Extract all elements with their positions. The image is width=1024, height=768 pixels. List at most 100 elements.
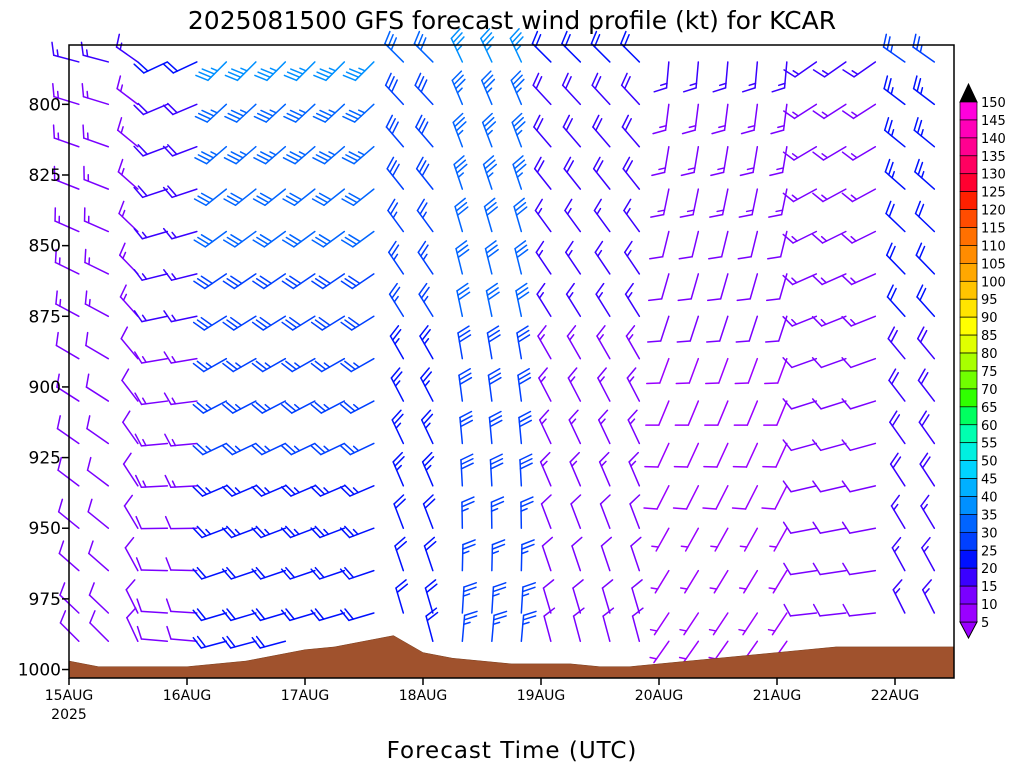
wind-barb-full bbox=[706, 340, 721, 343]
wind-barb-full bbox=[890, 494, 900, 507]
colorbar-swatch bbox=[959, 137, 978, 157]
wind-barb-staff bbox=[775, 442, 788, 468]
y-tick-label: 950 bbox=[29, 519, 61, 539]
colorbar-label: 135 bbox=[981, 150, 1006, 165]
wind-barb bbox=[538, 367, 552, 402]
wind-barb-full bbox=[883, 117, 890, 131]
wind-barb-full bbox=[289, 275, 302, 285]
wind-barb-full bbox=[122, 410, 131, 423]
wind-barb-full bbox=[712, 87, 727, 93]
wind-barb-full bbox=[286, 154, 300, 162]
wind-barb bbox=[388, 240, 405, 275]
wind-barb-half bbox=[820, 277, 827, 284]
wind-barb-full bbox=[596, 325, 606, 337]
wind-barb-half bbox=[923, 545, 929, 553]
wind-barb-full bbox=[454, 159, 467, 170]
wind-barb-half bbox=[323, 487, 330, 494]
wind-barb-full bbox=[921, 579, 933, 591]
wind-barb bbox=[534, 198, 552, 233]
wind-barb-full bbox=[122, 452, 132, 465]
wind-barb bbox=[88, 582, 110, 614]
wind-barb bbox=[52, 124, 80, 148]
wind-barb-half bbox=[748, 82, 757, 87]
wind-barb-staff bbox=[820, 400, 847, 410]
wind-barb-full bbox=[599, 494, 611, 505]
wind-barb-full bbox=[913, 117, 919, 131]
wind-barb-half bbox=[769, 545, 778, 548]
wind-barb-full bbox=[166, 61, 179, 72]
wind-barb bbox=[811, 315, 847, 327]
wind-barb-full bbox=[561, 30, 568, 45]
wind-barb-half bbox=[719, 82, 727, 87]
wind-barb-full bbox=[461, 496, 475, 503]
wind-barb-full bbox=[890, 329, 898, 343]
wind-barb-full bbox=[782, 233, 794, 244]
wind-barb-full bbox=[592, 114, 600, 128]
wind-barb bbox=[192, 400, 228, 414]
wind-barb bbox=[624, 282, 641, 318]
wind-barb-full bbox=[56, 415, 61, 430]
wind-barb-full bbox=[621, 114, 630, 128]
wind-barb-full bbox=[456, 244, 469, 254]
wind-barb bbox=[675, 357, 700, 385]
wind-barb-half bbox=[768, 587, 777, 590]
wind-barb-full bbox=[538, 409, 550, 421]
wind-barb-full bbox=[310, 527, 321, 539]
wind-barb-full bbox=[221, 609, 232, 622]
wind-barb bbox=[542, 579, 555, 614]
wind-barb-full bbox=[486, 287, 499, 296]
wind-barb bbox=[885, 200, 906, 233]
wind-barb bbox=[194, 103, 228, 123]
wind-barb-full bbox=[782, 480, 792, 493]
colorbar-label: 90 bbox=[981, 311, 998, 326]
wind-barb-staff bbox=[747, 357, 759, 384]
wind-barb bbox=[416, 198, 434, 233]
wind-barb-half bbox=[599, 376, 605, 383]
wind-barb-full bbox=[649, 256, 664, 260]
wind-barb bbox=[841, 230, 877, 244]
wind-barb-staff bbox=[790, 400, 818, 410]
wind-barb-half bbox=[462, 593, 471, 597]
colorbar-swatch bbox=[959, 209, 978, 228]
wind-barb bbox=[384, 30, 405, 63]
wind-barb bbox=[594, 240, 611, 275]
wind-barb-full bbox=[492, 586, 507, 593]
wind-barb bbox=[223, 145, 257, 165]
x-tick-label: 18AUG bbox=[399, 688, 448, 704]
wind-barb bbox=[455, 240, 470, 275]
wind-barb-full bbox=[424, 579, 437, 589]
wind-barb-full bbox=[425, 583, 438, 594]
wind-barb-full bbox=[192, 445, 204, 456]
colorbar-swatch bbox=[959, 370, 978, 390]
wind-barb bbox=[623, 198, 641, 233]
wind-barb-full bbox=[423, 536, 436, 547]
wind-barb bbox=[53, 165, 80, 190]
wind-barb-full bbox=[201, 151, 215, 159]
wind-barb-full bbox=[251, 362, 264, 373]
wind-barb-full bbox=[419, 325, 429, 337]
wind-barb-staff bbox=[140, 638, 169, 643]
wind-barb bbox=[311, 273, 346, 290]
wind-barb bbox=[221, 525, 257, 539]
wind-barb-full bbox=[595, 118, 603, 132]
wind-barb-full bbox=[886, 36, 891, 51]
wind-barb-full bbox=[812, 110, 825, 120]
wind-barb-half bbox=[171, 231, 177, 239]
colorbar-swatch bbox=[959, 101, 978, 121]
wind-barb-full bbox=[490, 496, 505, 503]
wind-barb-staff bbox=[630, 545, 641, 572]
wind-barb bbox=[679, 569, 700, 594]
wind-barb-full bbox=[918, 245, 926, 260]
wind-barb-half bbox=[651, 545, 660, 548]
wind-barb-full bbox=[562, 114, 571, 128]
wind-barb-full bbox=[484, 78, 496, 90]
wind-barb-full bbox=[252, 198, 266, 207]
wind-barb bbox=[761, 485, 788, 510]
wind-barb-full bbox=[285, 401, 297, 412]
wind-barb-full bbox=[344, 566, 355, 579]
wind-barb-full bbox=[624, 118, 632, 132]
wind-barb bbox=[192, 566, 228, 580]
wind-barb-full bbox=[344, 525, 355, 537]
wind-barb-half bbox=[59, 298, 62, 307]
wind-barb-full bbox=[251, 321, 264, 331]
